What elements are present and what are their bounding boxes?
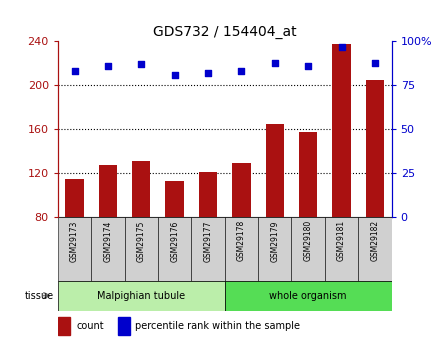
Bar xyxy=(225,281,392,310)
Bar xyxy=(266,124,284,217)
Bar xyxy=(332,43,351,217)
Point xyxy=(105,63,112,69)
Text: percentile rank within the sample: percentile rank within the sample xyxy=(134,321,299,331)
Bar xyxy=(358,217,392,281)
Text: count: count xyxy=(76,321,104,331)
Text: GSM29177: GSM29177 xyxy=(203,220,213,262)
Bar xyxy=(191,217,225,281)
Point xyxy=(138,61,145,67)
Bar xyxy=(299,131,317,217)
Bar xyxy=(99,165,117,217)
Title: GDS732 / 154404_at: GDS732 / 154404_at xyxy=(153,25,296,39)
Bar xyxy=(232,164,251,217)
Bar xyxy=(166,181,184,217)
Bar xyxy=(199,172,217,217)
Point xyxy=(71,69,78,74)
Bar xyxy=(258,217,291,281)
Bar xyxy=(58,317,69,335)
Point xyxy=(205,70,212,76)
Text: GSM29175: GSM29175 xyxy=(137,220,146,262)
Bar xyxy=(225,217,258,281)
Bar xyxy=(132,161,150,217)
Bar xyxy=(125,217,158,281)
Text: GSM29179: GSM29179 xyxy=(270,220,279,262)
Text: GSM29181: GSM29181 xyxy=(337,220,346,261)
Point xyxy=(171,72,178,78)
Text: GSM29180: GSM29180 xyxy=(303,220,313,262)
Bar xyxy=(291,217,325,281)
Text: whole organism: whole organism xyxy=(269,290,347,300)
Text: GSM29174: GSM29174 xyxy=(103,220,113,262)
Bar xyxy=(158,217,191,281)
Bar xyxy=(65,179,84,217)
Point xyxy=(238,69,245,74)
Point xyxy=(305,63,312,69)
Text: GSM29173: GSM29173 xyxy=(70,220,79,262)
Text: GSM29178: GSM29178 xyxy=(237,220,246,262)
Point xyxy=(338,44,345,49)
Text: Malpighian tubule: Malpighian tubule xyxy=(97,290,186,300)
Bar xyxy=(58,217,91,281)
Bar xyxy=(325,217,358,281)
Bar xyxy=(118,317,129,335)
Text: GSM29176: GSM29176 xyxy=(170,220,179,262)
Point xyxy=(271,60,279,65)
Bar xyxy=(366,80,384,217)
Text: GSM29182: GSM29182 xyxy=(370,220,380,261)
Bar xyxy=(58,281,225,310)
Point xyxy=(372,60,379,65)
Text: tissue: tissue xyxy=(24,290,53,300)
Bar xyxy=(91,217,125,281)
